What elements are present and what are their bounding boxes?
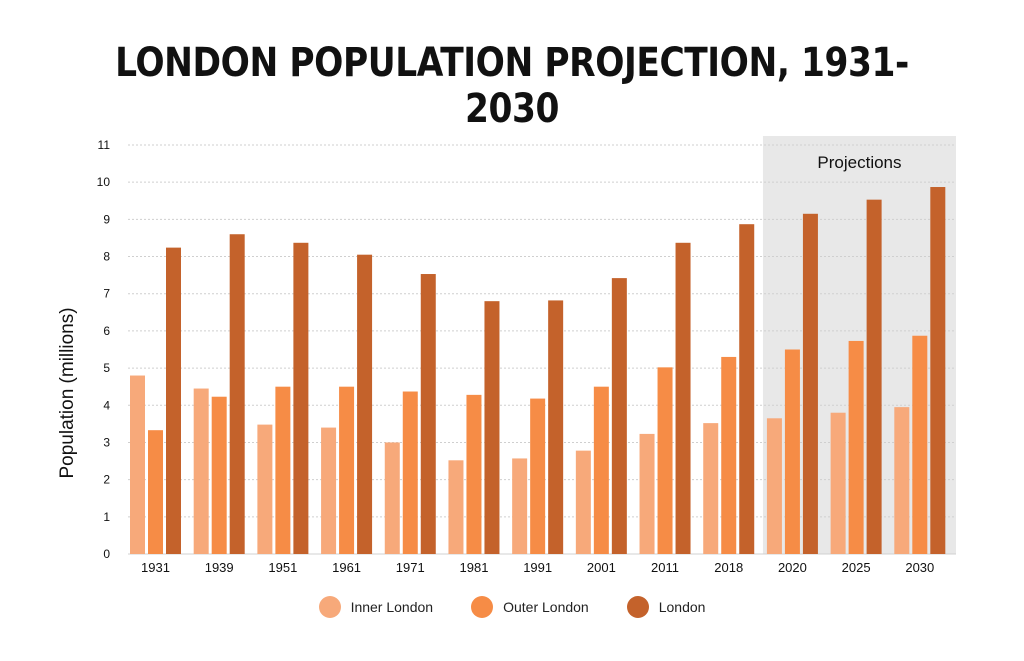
projection-label: Projections bbox=[817, 153, 901, 172]
bar-inner-london bbox=[130, 375, 145, 554]
bar-london bbox=[229, 234, 245, 554]
legend-label: Outer London bbox=[503, 599, 589, 615]
bar-inner-london bbox=[321, 427, 337, 554]
x-tick-label: 1951 bbox=[268, 560, 297, 575]
x-tick-label: 1939 bbox=[205, 560, 234, 575]
y-axis-label: Population (millions) bbox=[57, 307, 78, 478]
y-tick-label: 9 bbox=[103, 212, 110, 226]
bar-london bbox=[675, 242, 691, 554]
bar-outer-london bbox=[148, 430, 163, 554]
legend-swatch bbox=[471, 596, 494, 618]
y-tick-label: 4 bbox=[103, 398, 110, 412]
legend-item: Outer London bbox=[471, 596, 589, 618]
bar-outer-london bbox=[848, 340, 864, 554]
x-tick-label: 1961 bbox=[332, 560, 361, 575]
bar-london bbox=[420, 274, 436, 554]
y-tick-label: 3 bbox=[103, 435, 110, 449]
bar-inner-london bbox=[766, 418, 782, 554]
bar-outer-london bbox=[402, 391, 418, 554]
y-tick-label: 8 bbox=[103, 250, 110, 264]
bar-london bbox=[611, 278, 627, 554]
bar-london bbox=[166, 247, 181, 554]
bar-london bbox=[739, 224, 755, 554]
bar-london bbox=[293, 242, 309, 554]
x-tick-label: 1981 bbox=[460, 560, 489, 575]
bar-london bbox=[357, 254, 373, 554]
x-tick-label: 1991 bbox=[523, 560, 552, 575]
x-tick-label: 2020 bbox=[778, 560, 807, 575]
bar-london bbox=[484, 301, 500, 554]
bar-inner-london bbox=[639, 433, 655, 554]
y-tick-label: 7 bbox=[103, 287, 110, 301]
bar-outer-london bbox=[211, 396, 227, 554]
x-tick-label: 1931 bbox=[141, 560, 170, 575]
legend-item: London bbox=[626, 596, 706, 618]
x-tick-label: 1971 bbox=[396, 560, 425, 575]
bar-outer-london bbox=[339, 386, 355, 554]
y-tick-label: 5 bbox=[103, 361, 110, 375]
y-tick-label: 1 bbox=[103, 510, 110, 524]
bar-inner-london bbox=[512, 458, 528, 554]
bar-inner-london bbox=[448, 460, 464, 554]
legend-label: London bbox=[658, 599, 706, 615]
legend: Inner London Outer London London bbox=[0, 596, 1024, 618]
bar-outer-london bbox=[784, 349, 800, 554]
bar-london bbox=[548, 300, 564, 554]
bar-outer-london bbox=[593, 386, 609, 554]
bar-outer-london bbox=[466, 394, 482, 554]
bar-london bbox=[866, 199, 882, 554]
legend-label: Inner London bbox=[350, 599, 434, 615]
bar-outer-london bbox=[275, 386, 291, 554]
y-tick-label: 0 bbox=[103, 547, 110, 561]
y-tick-label: 11 bbox=[98, 138, 111, 152]
legend-swatch bbox=[318, 596, 341, 618]
y-tick-label: 2 bbox=[103, 473, 110, 487]
x-tick-label: 2018 bbox=[714, 560, 743, 575]
bar-outer-london bbox=[912, 335, 928, 554]
bar-outer-london bbox=[721, 356, 737, 554]
y-tick-label: 10 bbox=[97, 175, 111, 189]
x-tick-label: 2001 bbox=[587, 560, 616, 575]
bar-london bbox=[930, 187, 946, 555]
chart-title: LONDON POPULATION PROJECTION, 1931-2030 bbox=[115, 40, 909, 132]
bar-inner-london bbox=[830, 412, 846, 554]
x-tick-label: 2030 bbox=[905, 560, 934, 575]
x-tick-label: 2011 bbox=[651, 560, 679, 575]
bar-london bbox=[802, 213, 818, 554]
bar-inner-london bbox=[575, 450, 591, 554]
bar-outer-london bbox=[530, 398, 546, 554]
bar-inner-london bbox=[257, 424, 273, 554]
x-tick-label: 2025 bbox=[842, 560, 871, 575]
bar-inner-london bbox=[894, 407, 910, 554]
legend-swatch bbox=[626, 596, 649, 618]
bar-inner-london bbox=[384, 442, 400, 554]
bar-inner-london bbox=[193, 388, 209, 554]
legend-item: Inner London bbox=[318, 596, 434, 618]
bar-inner-london bbox=[703, 423, 719, 554]
y-tick-label: 6 bbox=[103, 324, 110, 338]
bar-outer-london bbox=[657, 367, 673, 554]
